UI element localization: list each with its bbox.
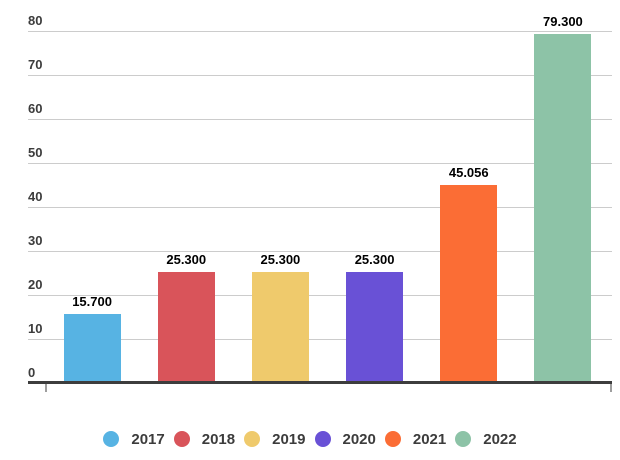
legend-label: 2020 bbox=[342, 430, 376, 448]
chart-legend: 2017 2018 2019 2020 2021 2022 bbox=[0, 424, 620, 454]
bar-value-label: 25.300 bbox=[354, 251, 395, 267]
legend-item-2022[interactable]: 2022 bbox=[455, 430, 517, 448]
bar-2022[interactable] bbox=[534, 34, 592, 383]
bar-2020[interactable] bbox=[346, 271, 404, 383]
legend-swatch-icon bbox=[384, 431, 401, 447]
gridline-y-70 bbox=[28, 74, 612, 76]
y-axis-tick-label: 20 bbox=[28, 277, 43, 292]
legend-label: 2018 bbox=[201, 430, 236, 448]
bar-value-label: 25.300 bbox=[166, 251, 207, 267]
legend-item-2018[interactable]: 2018 bbox=[173, 430, 236, 448]
bar-value-label: 15.700 bbox=[72, 293, 112, 309]
y-axis-tick-label: 0 bbox=[28, 365, 36, 380]
bar-2017[interactable] bbox=[63, 313, 121, 383]
legend-swatch-icon bbox=[314, 431, 331, 447]
x-axis-left-tick bbox=[45, 384, 47, 392]
gridline-y-30 bbox=[28, 250, 612, 252]
bar-2019[interactable] bbox=[251, 271, 309, 383]
legend-item-2019[interactable]: 2019 bbox=[244, 430, 306, 448]
legend-label: 2019 bbox=[272, 430, 306, 448]
gridline-y-50 bbox=[28, 162, 612, 164]
legend-swatch-icon bbox=[244, 431, 261, 447]
legend-swatch-icon bbox=[103, 431, 120, 447]
x-axis-baseline bbox=[28, 381, 612, 384]
legend-label: 2021 bbox=[412, 430, 447, 448]
gridline-y-10 bbox=[28, 338, 612, 340]
gridline-y-80 bbox=[28, 30, 612, 32]
legend-item-2017[interactable]: 2017 bbox=[103, 430, 165, 448]
y-axis-tick-label: 80 bbox=[28, 13, 43, 28]
legend-swatch-icon bbox=[173, 431, 190, 447]
bar-2018[interactable] bbox=[157, 271, 215, 383]
bar-value-label: 79.300 bbox=[543, 14, 583, 30]
y-axis-tick-label: 10 bbox=[28, 321, 43, 336]
gridline-y-20 bbox=[28, 294, 612, 296]
gridline-y-40 bbox=[28, 206, 612, 208]
bar-value-label: 45.056 bbox=[448, 164, 489, 180]
y-axis-tick-label: 70 bbox=[28, 57, 43, 72]
y-axis-tick-label: 60 bbox=[28, 101, 43, 116]
bar-2021[interactable] bbox=[440, 184, 498, 383]
y-axis-tick-label: 40 bbox=[28, 189, 43, 204]
legend-label: 2017 bbox=[131, 430, 165, 448]
legend-item-2021[interactable]: 2021 bbox=[384, 430, 447, 448]
gridline-y-60 bbox=[28, 118, 612, 120]
x-axis-right-tick bbox=[610, 384, 612, 392]
y-axis-tick-label: 30 bbox=[28, 233, 43, 248]
legend-swatch-icon bbox=[455, 431, 472, 447]
legend-label: 2022 bbox=[483, 430, 517, 448]
bar-value-label: 25.300 bbox=[260, 251, 301, 267]
legend-item-2020[interactable]: 2020 bbox=[314, 430, 376, 448]
y-axis-tick-label: 50 bbox=[28, 145, 43, 160]
